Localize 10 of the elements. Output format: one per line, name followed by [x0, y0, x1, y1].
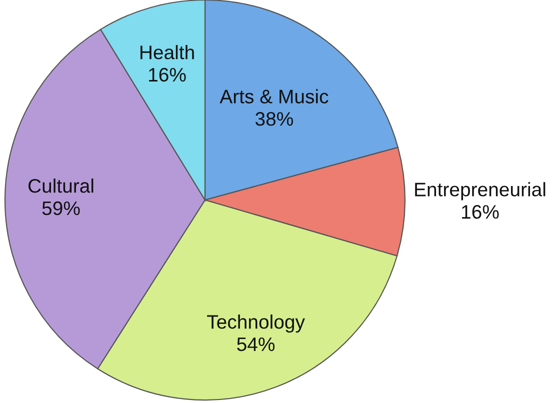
slice-label: Technology	[207, 314, 305, 333]
slice-label: Entrepreneurial	[415, 182, 546, 200]
data-label: 59%	[42, 201, 80, 216]
slice-label: Health	[140, 45, 194, 60]
slice-label: Arts & Music	[220, 89, 328, 104]
data-label: 16%	[462, 204, 499, 219]
slice-label: Cultural	[28, 178, 94, 193]
data-label: 54%	[237, 337, 275, 352]
data-label: 16%	[149, 68, 186, 82]
data-label: 38%	[255, 112, 293, 126]
